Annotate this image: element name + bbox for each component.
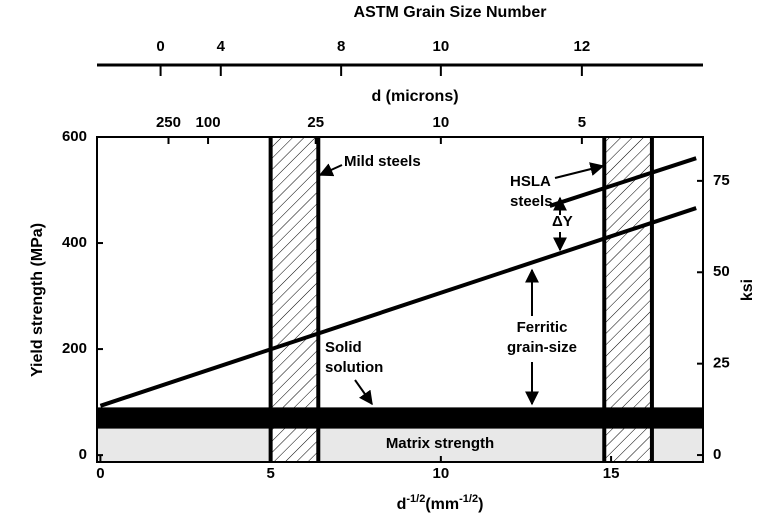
x-tick-label: 5 [266,465,274,482]
annotation: solution [325,359,383,376]
x-axis-label-part: ) [478,496,483,513]
y2-tick-label: 75 [713,172,730,189]
y-tick-label: 400 [62,234,87,251]
top-axis-title: ASTM Grain Size Number [354,4,547,21]
y-tick-label: 200 [62,340,87,357]
line [99,206,697,408]
astm-tick-label: 4 [217,38,226,55]
plot-frame [96,136,704,463]
arrow [354,379,373,406]
annotation: ΔY [552,213,573,230]
matrix-region [97,428,703,462]
annotation: steels [510,193,553,210]
y-tick-label: 600 [62,128,87,145]
y-tick-label: 0 [79,446,87,463]
x-axis-label: d-1/2(mm-1/2) [397,493,484,513]
y-axis-label: Yield strength (MPa) [29,223,46,377]
arrow [554,162,605,179]
x-tick-label: 15 [603,465,620,482]
y2-axis-label: ksi [739,279,756,301]
x-axis-label-part: d [397,496,407,513]
x-axis-label-part: -1/2 [459,493,478,505]
astm-tick-label: 8 [337,38,345,55]
annotation: grain-size [507,339,577,356]
line [549,156,697,208]
y2-tick-label: 50 [713,263,730,280]
d-tick-label: 25 [307,114,324,131]
annotation: Ferritic [517,319,568,336]
annotation: Solid [325,339,362,356]
d-tick-label: 10 [433,114,450,131]
solid-solution-band [97,407,703,429]
x-tick-label: 0 [96,465,104,482]
astm-tick-label: 0 [156,38,164,55]
x-axis-label-part: (mm [425,496,459,513]
arrow [318,163,343,177]
top-axis-title: d (microns) [371,88,458,105]
annotation: Matrix strength [386,435,494,452]
y2-tick-label: 0 [713,446,721,463]
astm-tick-label: 12 [574,38,591,55]
x-tick-label: 10 [433,465,450,482]
astm-tick-label: 10 [433,38,450,55]
y2-tick-label: 25 [713,355,730,372]
d-tick-label: 250 [156,114,181,131]
annotation: Mild steels [344,153,421,170]
x-axis-label-part: -1/2 [406,493,425,505]
label-bg [340,152,448,172]
d-tick-label: 5 [578,114,586,131]
annotation: HSLA [510,173,551,190]
d-tick-label: 100 [196,114,221,131]
